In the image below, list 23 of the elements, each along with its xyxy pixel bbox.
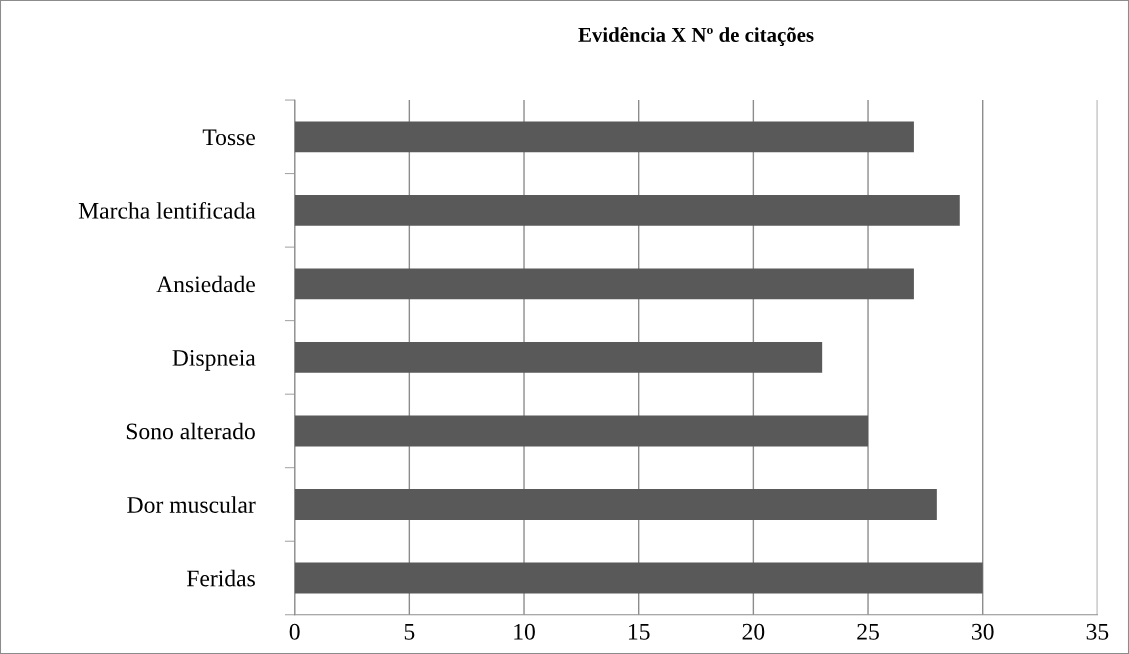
y-tick-label: Dor muscular	[127, 496, 256, 513]
chart-title: Evidência X Nº de citações	[578, 27, 814, 47]
bar	[294, 562, 983, 594]
y-tick-label: Tosse	[202, 129, 255, 146]
bar	[294, 415, 869, 447]
y-tick-label: Marcha lentificada	[78, 201, 256, 219]
x-tick-label: 20	[742, 623, 765, 640]
x-tick-label: 0	[289, 623, 300, 640]
x-tick-label: 10	[514, 623, 535, 640]
bar	[294, 194, 960, 226]
x-tick-label: 30	[972, 623, 994, 640]
x-tick-label: 25	[857, 623, 879, 640]
y-tick-label: Sono alterado	[126, 422, 255, 440]
x-tick-label: 35	[1086, 623, 1109, 640]
y-tick-label: Feridas	[186, 569, 255, 587]
x-tick-label: 5	[404, 624, 415, 640]
bar	[294, 268, 914, 300]
y-tick-label: Ansiedade	[156, 275, 255, 293]
bar	[294, 341, 823, 373]
x-tick-label: 15	[628, 623, 650, 640]
bar	[294, 121, 914, 153]
bar	[294, 489, 937, 520]
y-tick-label: Dispneia	[172, 349, 256, 371]
